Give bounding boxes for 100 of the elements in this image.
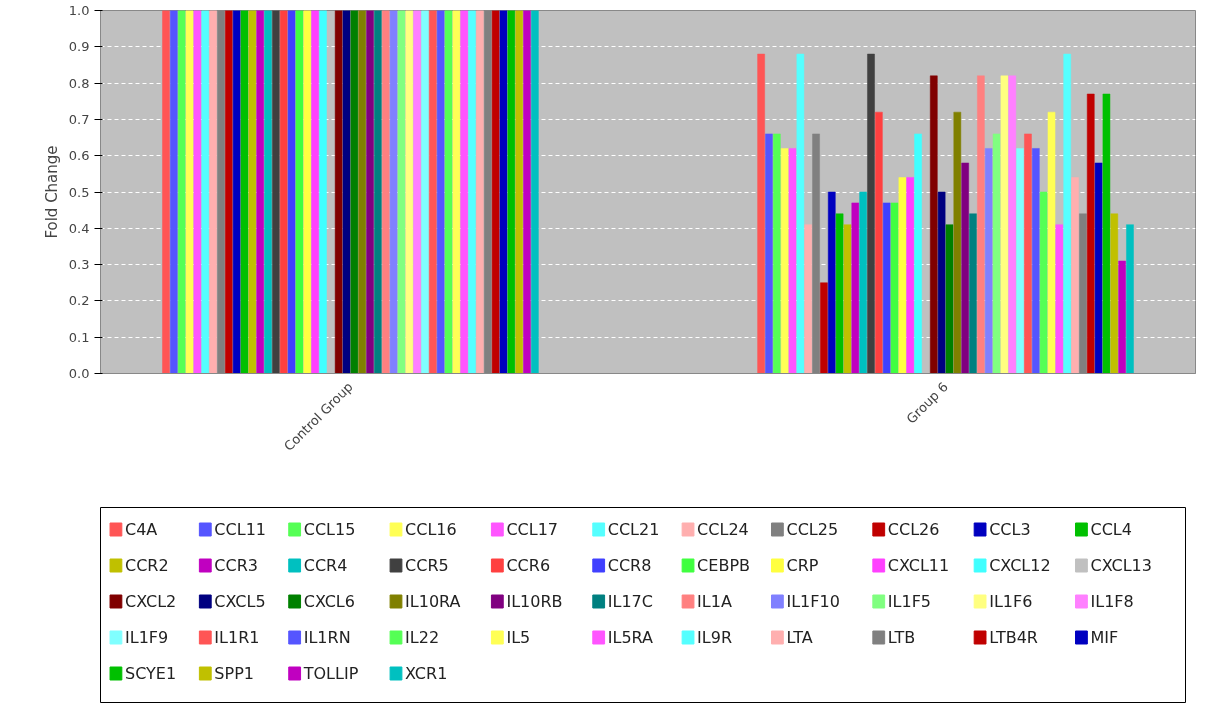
bar xyxy=(1024,133,1032,374)
legend-label: IL1F8 xyxy=(1090,592,1134,611)
legend-label: CCR2 xyxy=(125,556,169,575)
bar xyxy=(374,10,382,374)
bar xyxy=(773,133,781,374)
legend-label: CCL4 xyxy=(1090,520,1132,539)
bar xyxy=(523,10,531,374)
bar xyxy=(272,10,280,374)
legend-label: CCR5 xyxy=(405,556,449,575)
bar xyxy=(843,224,852,374)
legend-label: IL1F10 xyxy=(786,592,840,611)
legend-label: CCL11 xyxy=(214,520,266,539)
bar xyxy=(851,202,860,374)
legend-label: MIF xyxy=(1090,628,1119,647)
legend-label: CCR4 xyxy=(303,556,348,575)
bar xyxy=(1016,148,1024,374)
bar xyxy=(240,10,249,374)
y-tick-label: 0.2 xyxy=(68,293,90,309)
legend-label: IL9R xyxy=(697,628,733,647)
bar xyxy=(757,53,765,374)
bar xyxy=(397,10,406,374)
bar xyxy=(366,10,374,374)
bar xyxy=(984,148,993,374)
bar xyxy=(350,10,359,374)
bar xyxy=(342,10,351,374)
legend-label: C4A xyxy=(125,520,158,539)
y-tick-label: 0.8 xyxy=(68,75,90,91)
bar xyxy=(515,10,523,374)
bar xyxy=(264,10,272,374)
bar xyxy=(1063,53,1071,374)
bar xyxy=(1094,162,1103,374)
bar xyxy=(953,111,962,374)
bar xyxy=(859,191,867,374)
legend-label: IL10RA xyxy=(405,592,461,611)
bar xyxy=(468,10,476,374)
bar xyxy=(193,10,202,374)
legend-label: CCR6 xyxy=(506,556,551,575)
bar xyxy=(1110,213,1119,374)
bar xyxy=(930,75,938,374)
legend-label: SCYE1 xyxy=(125,664,177,683)
legend-label: CCL17 xyxy=(506,520,559,539)
legend-label: IL1F5 xyxy=(887,592,932,611)
y-tick-label: 0.9 xyxy=(68,39,90,55)
legend-label: IL22 xyxy=(405,628,440,647)
bar xyxy=(1102,93,1111,374)
bar xyxy=(1008,75,1017,374)
bar xyxy=(499,10,508,374)
bar xyxy=(961,162,969,374)
legend-label: TOLLIP xyxy=(302,664,359,683)
legend-label: SPP1 xyxy=(214,664,255,683)
bar xyxy=(429,10,437,374)
bar xyxy=(507,10,516,374)
bar xyxy=(162,10,170,374)
bar xyxy=(1118,260,1126,374)
bar xyxy=(875,111,883,374)
bar xyxy=(201,10,210,374)
legend-label: IL1R1 xyxy=(214,628,260,647)
y-tick-label: 0.3 xyxy=(68,257,90,273)
y-tick-label: 1.0 xyxy=(68,3,90,18)
legend-label: IL1A xyxy=(697,592,732,611)
bar xyxy=(1047,111,1056,374)
legend-label: CCR3 xyxy=(214,556,259,575)
bar xyxy=(906,177,915,374)
y-axis-title: Fold Change xyxy=(42,145,61,239)
bar xyxy=(303,10,312,374)
y-tick-label: 0.6 xyxy=(68,148,90,164)
bar xyxy=(405,10,414,374)
bar xyxy=(319,10,327,374)
bar xyxy=(531,10,539,374)
legend-label: CXCL5 xyxy=(214,592,266,611)
legend-label: CCL25 xyxy=(786,520,839,539)
legend-label: CCL24 xyxy=(697,520,749,539)
bar xyxy=(937,191,946,374)
bar xyxy=(185,10,194,374)
bar xyxy=(256,10,264,374)
bar xyxy=(413,10,421,374)
bar xyxy=(827,191,836,374)
bar xyxy=(835,213,844,374)
bar xyxy=(914,133,922,374)
bar xyxy=(977,75,985,374)
bar xyxy=(287,10,296,374)
bar xyxy=(890,202,899,374)
bar xyxy=(170,10,178,374)
bar xyxy=(279,10,288,374)
bar xyxy=(232,10,241,374)
legend-label: CRP xyxy=(786,556,819,575)
bar xyxy=(460,10,469,374)
legend-label: CCL3 xyxy=(989,520,1031,539)
bar xyxy=(452,10,461,374)
bar xyxy=(358,10,366,374)
legend-label: IL1RN xyxy=(303,628,351,647)
bar xyxy=(334,10,343,374)
legend-label: CXCL12 xyxy=(989,556,1051,575)
bar xyxy=(1039,191,1048,374)
legend-label: IL1F6 xyxy=(989,592,1033,611)
legend-label: CXCL2 xyxy=(125,592,177,611)
bar xyxy=(381,10,390,374)
bar xyxy=(177,10,186,374)
legend-label: CXCL6 xyxy=(303,592,355,611)
y-tick-label: 0.4 xyxy=(68,220,90,236)
